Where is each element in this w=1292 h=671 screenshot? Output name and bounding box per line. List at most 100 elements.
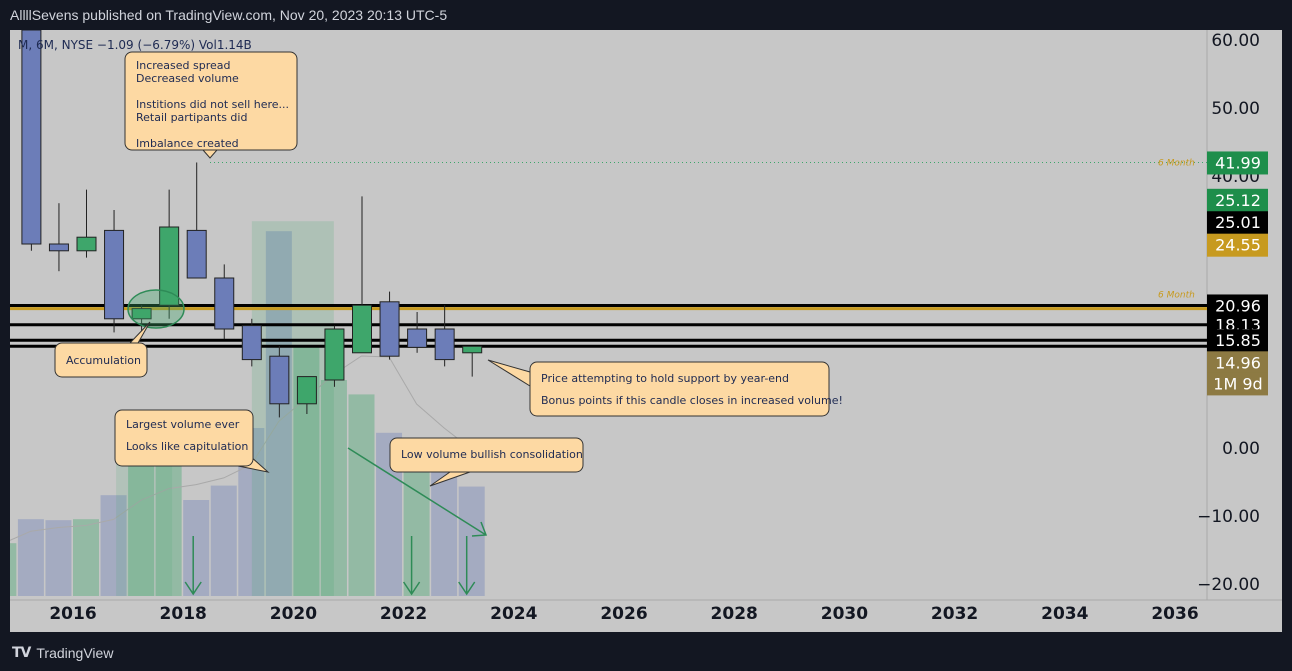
candle-body (379, 301, 400, 357)
down-arrow-head-icon (402, 581, 421, 596)
callout-text: Imbalance created (136, 137, 239, 150)
y-tick-label: 60.00 (1211, 31, 1260, 51)
candle-body (462, 345, 483, 354)
price-tag (1207, 151, 1268, 175)
callout-text: Increased spread (136, 59, 231, 72)
candle-body (407, 328, 428, 348)
six-month-label: 6 Month (1158, 158, 1195, 168)
callout-text: Accumulation (66, 354, 141, 367)
x-tick-label: 2016 (49, 604, 96, 624)
volume-layer (10, 221, 488, 596)
annotation-callout: Accumulation (54, 321, 151, 378)
volume-bar (320, 380, 347, 596)
volume-ma-line (10, 355, 473, 541)
annotation-callout: Low volume bullish consolidation (389, 437, 584, 487)
candle-body (131, 308, 152, 320)
price-tag-label: 15.85 (1215, 331, 1261, 350)
y-tick-label: 50.00 (1211, 99, 1260, 119)
brand-text: TradingView (36, 645, 114, 661)
volume-bar (431, 466, 458, 596)
price-tag (1207, 211, 1268, 235)
chart-panel[interactable]: 6 Month 6 Month Increased spread Decreased… (10, 30, 1282, 632)
publish-text: AllllSevens published on TradingView.com… (10, 7, 448, 23)
candle-body (434, 328, 455, 361)
price-tag-label: 41.99 (1215, 153, 1261, 172)
annotation-callout: Largest volume ever Looks like capitulati… (114, 409, 270, 473)
y-tick-label: −20.00 (1197, 575, 1260, 595)
candle-body (104, 229, 125, 320)
candle-body (324, 328, 345, 381)
volume-bar (45, 520, 72, 596)
price-tag-label: 24.55 (1215, 236, 1261, 255)
x-axis-ticks: 2016 2018 2020 2022 2024 2026 2028 2030 2032 2034… (49, 604, 1198, 624)
six-month-gold-label: 6 Month (1158, 290, 1195, 300)
level-layer: 6 Month 6 Month (10, 158, 1207, 348)
price-tag-label: 25.01 (1215, 213, 1261, 232)
price-tag (1207, 294, 1268, 318)
candlestick-chart[interactable]: 6 Month 6 Month Increased spreadDecreased… (10, 30, 1282, 632)
callout-text: Largest volume ever (126, 418, 240, 431)
y-tick-label: −10.00 (1197, 507, 1260, 527)
volume-bar (128, 447, 155, 596)
callout-text: Price attempting to hold support by year… (541, 372, 789, 385)
x-tick-label: 2026 (600, 604, 647, 624)
x-tick-label: 2030 (821, 604, 868, 624)
volume-bar (348, 394, 375, 596)
volume-bar (210, 485, 237, 596)
candle-body (21, 30, 42, 245)
callout-box (529, 361, 830, 417)
price-tag-label: 25.12 (1215, 191, 1261, 210)
price-tag (1207, 351, 1268, 375)
candle-body (48, 243, 69, 252)
symbol-legend: M, 6M, NYSE −1.09 (−6.79%) Vol1.14B (18, 38, 252, 52)
tradingview-logo-icon: TV (12, 645, 31, 661)
price-tag-label: 20.96 (1215, 296, 1261, 315)
callout-text: Looks like capitulation (126, 440, 248, 453)
volume-bar (17, 519, 44, 596)
candle-body (241, 325, 262, 361)
callout-box (124, 51, 298, 151)
x-tick-label: 2018 (160, 604, 207, 624)
price-tag (1207, 372, 1268, 396)
time-axis[interactable] (10, 600, 1282, 632)
x-tick-label: 2028 (711, 604, 758, 624)
callout-box (389, 437, 584, 473)
callout-box (54, 342, 148, 378)
x-tick-label: 2024 (490, 604, 537, 624)
volume-bar (458, 486, 485, 596)
candle-body (186, 229, 207, 279)
price-tags: 41.9925.1225.0124.5520.9618.1315.8514.96… (1207, 151, 1268, 396)
candle-body (269, 355, 290, 405)
price-tag (1207, 188, 1268, 212)
callout-text: Low volume bullish consolidation (401, 448, 583, 461)
candle-body (296, 376, 317, 405)
x-tick-label: 2022 (380, 604, 427, 624)
callout-text: Institions did not sell here... (136, 98, 289, 111)
down-arrow-head-icon (458, 581, 476, 596)
price-tag (1207, 329, 1268, 353)
accumulation-ellipse (127, 289, 185, 329)
price-tag (1207, 233, 1268, 257)
candle-body (76, 236, 97, 252)
down-arrow-head-icon (184, 581, 202, 596)
capitulation-volume-highlight (251, 221, 334, 596)
callout-box (114, 409, 254, 467)
accumulation-volume-highlight (116, 447, 173, 596)
volume-bar (155, 461, 182, 596)
callout-text: Bonus points if this candle closes in in… (541, 394, 843, 407)
callout-text: Decreased volume (136, 72, 239, 85)
candle-body (214, 277, 235, 330)
x-tick-label: 2032 (931, 604, 978, 624)
volume-bar (73, 519, 99, 596)
volume-bar (10, 543, 17, 596)
footer-brand[interactable]: TV TradingView (12, 643, 113, 663)
callout-text: Retail partipants did (136, 111, 247, 124)
x-tick-label: 2020 (270, 604, 317, 624)
volume-bar (403, 466, 430, 596)
price-tag-label: 1M 9d (1213, 374, 1262, 393)
consolidation-arrow-head-icon (471, 521, 488, 537)
candle-body (352, 304, 372, 354)
annotation-callout: Price attempting to hold support by year… (487, 359, 843, 417)
candle-body (159, 226, 180, 306)
